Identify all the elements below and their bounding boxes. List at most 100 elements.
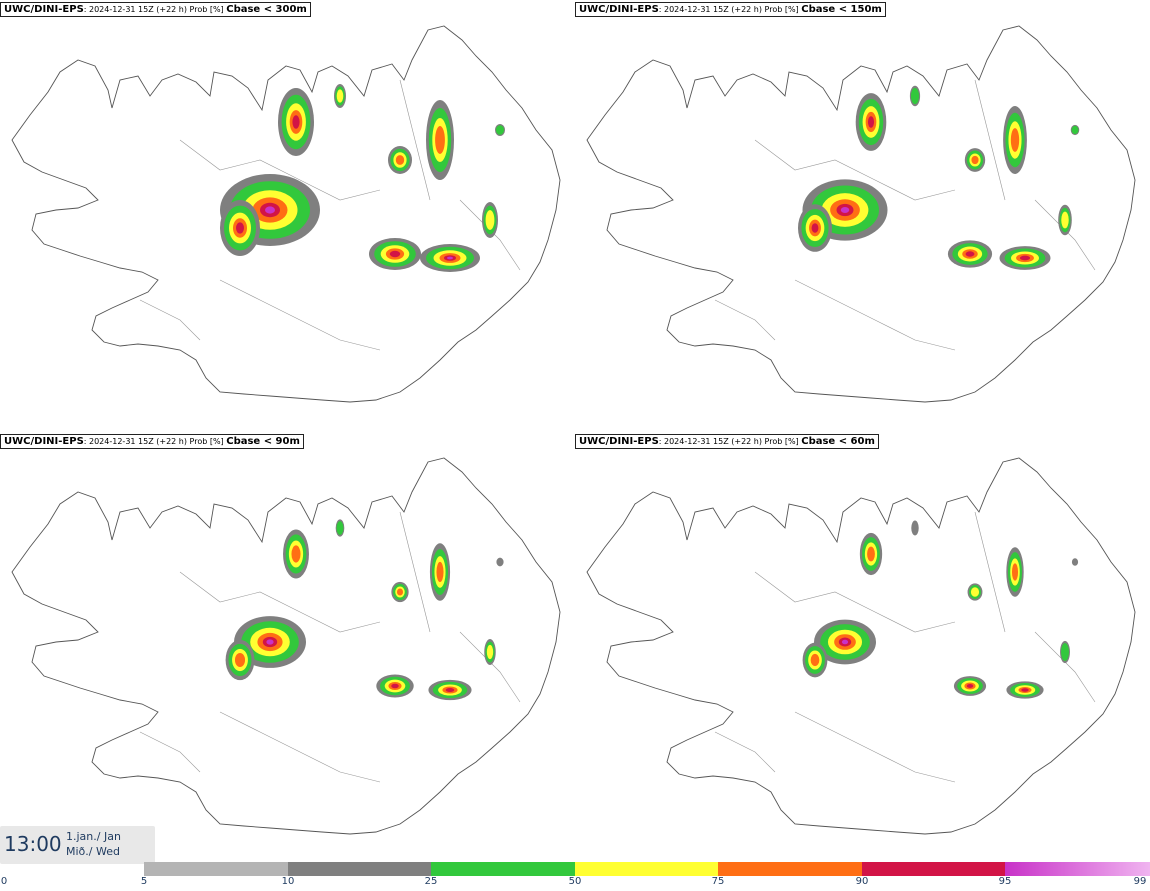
legend-tick-label: 5 — [140, 876, 148, 887]
region-border — [714, 299, 776, 341]
region-border — [754, 139, 956, 201]
legend-tick-label: 25 — [424, 876, 438, 887]
panel-param: Cbase < 90m — [226, 436, 300, 447]
panel-param: Cbase < 60m — [801, 436, 875, 447]
probability-area — [867, 546, 875, 562]
probability-area — [336, 521, 344, 535]
region-border — [974, 79, 1006, 201]
region-border — [1034, 199, 1096, 271]
probability-area — [1021, 688, 1029, 692]
probability-area — [971, 155, 979, 165]
valid-date-line1: 1.jan./ Jan — [66, 830, 121, 843]
probability-area — [485, 210, 495, 230]
probability-area — [496, 557, 504, 567]
region-border — [974, 511, 1006, 633]
region-border — [179, 571, 381, 633]
probability-area — [910, 87, 920, 105]
probability-area — [840, 206, 850, 214]
map-panel-60m: UWC/DINI-EPS: 2024-12-31 15Z (+22 h) Pro… — [575, 432, 1150, 864]
panel-meta: : 2024-12-31 15Z (+22 h) Prob [%] — [83, 5, 227, 14]
probability-area — [966, 684, 974, 688]
probability-area — [1071, 125, 1079, 135]
legend-segment-50-75 — [575, 862, 718, 876]
probability-area — [236, 222, 244, 234]
probability-area — [1071, 558, 1079, 566]
legend-segment-90-95 — [862, 862, 1005, 876]
panel-param: Cbase < 150m — [801, 4, 882, 15]
legend-tick-label: 10 — [281, 876, 295, 887]
probability-color-legend — [144, 862, 1150, 876]
probability-area — [496, 125, 504, 135]
panel-title: UWC/DINI-EPS: 2024-12-31 15Z (+22 h) Pro… — [575, 2, 886, 17]
probability-area — [810, 653, 820, 667]
legend-tick-label: 50 — [568, 876, 582, 887]
panel-source: UWC/DINI-EPS — [579, 436, 659, 447]
region-border — [179, 139, 381, 201]
probability-area — [965, 251, 975, 257]
iceland-map-300m — [11, 25, 561, 403]
panel-meta: : 2024-12-31 15Z (+22 h) Prob [%] — [658, 437, 802, 446]
probability-area — [445, 687, 455, 693]
legend-segment-95-99 — [1005, 862, 1150, 876]
probability-area — [1061, 211, 1069, 229]
region-border — [459, 199, 521, 271]
legend-tick-label: 95 — [998, 876, 1012, 887]
panel-source: UWC/DINI-EPS — [4, 436, 84, 447]
panel-meta: : 2024-12-31 15Z (+22 h) Prob [%] — [83, 437, 227, 446]
probability-area — [911, 520, 919, 536]
map-panel-90m: UWC/DINI-EPS: 2024-12-31 15Z (+22 h) Pro… — [0, 432, 575, 864]
probability-area — [265, 206, 275, 214]
panel-title: UWC/DINI-EPS: 2024-12-31 15Z (+22 h) Pro… — [0, 434, 304, 449]
iceland-map-60m — [586, 457, 1136, 835]
probability-area — [486, 644, 494, 660]
panel-meta: : 2024-12-31 15Z (+22 h) Prob [%] — [658, 5, 802, 14]
probability-area — [391, 683, 399, 689]
iceland-map-90m — [11, 457, 561, 835]
region-border — [714, 731, 776, 773]
region-border — [794, 711, 956, 783]
panel-source: UWC/DINI-EPS — [4, 4, 84, 15]
legend-tick-label: 90 — [855, 876, 869, 887]
probability-area — [811, 223, 819, 233]
region-border — [399, 511, 431, 633]
probability-area — [266, 639, 274, 645]
probability-area — [395, 155, 405, 165]
probability-area — [1011, 563, 1019, 581]
probability-area — [336, 89, 344, 103]
legend-segment-10-25 — [288, 862, 431, 876]
valid-time-clock: 13:00 — [4, 832, 62, 856]
region-border — [459, 631, 521, 703]
probability-area — [292, 115, 300, 129]
legend-tick-label: 0 — [0, 876, 8, 887]
region-border — [794, 279, 956, 351]
probability-area — [447, 256, 453, 260]
probability-area — [435, 126, 445, 154]
legend-tick-label: 99 — [1133, 876, 1147, 887]
region-border — [1034, 631, 1096, 703]
panel-source: UWC/DINI-EPS — [579, 4, 659, 15]
probability-area — [1019, 255, 1031, 261]
probability-area — [970, 587, 980, 597]
probability-area — [436, 561, 444, 583]
region-border — [399, 79, 431, 201]
probability-area — [234, 652, 246, 668]
probability-area — [1010, 128, 1020, 152]
legend-segment-5-10 — [144, 862, 288, 876]
probability-area — [841, 639, 849, 645]
probability-area — [396, 588, 404, 596]
legend-segment-75-90 — [718, 862, 862, 876]
region-border — [219, 711, 381, 783]
map-panel-300m: UWC/DINI-EPS: 2024-12-31 15Z (+22 h) Pro… — [0, 0, 575, 432]
region-border — [754, 571, 956, 633]
map-panel-150m: UWC/DINI-EPS: 2024-12-31 15Z (+22 h) Pro… — [575, 0, 1150, 432]
panel-title: UWC/DINI-EPS: 2024-12-31 15Z (+22 h) Pro… — [0, 2, 311, 17]
region-border — [219, 279, 381, 351]
legend-tick-label: 75 — [711, 876, 725, 887]
panel-title: UWC/DINI-EPS: 2024-12-31 15Z (+22 h) Pro… — [575, 434, 879, 449]
probability-area — [1061, 643, 1069, 661]
probability-area — [389, 250, 401, 258]
panel-param: Cbase < 300m — [226, 4, 307, 15]
region-border — [139, 299, 201, 341]
legend-segment-25-50 — [431, 862, 575, 876]
